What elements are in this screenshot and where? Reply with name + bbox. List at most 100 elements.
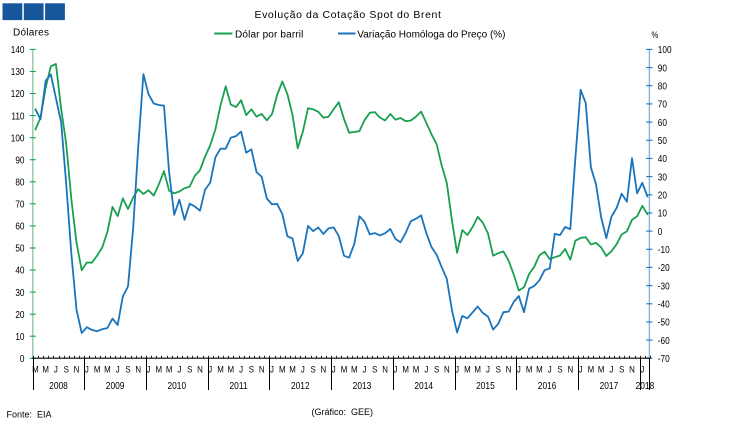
svg-text:J: J xyxy=(208,364,212,375)
svg-text:J: J xyxy=(54,364,58,375)
svg-text:S: S xyxy=(619,364,624,375)
svg-text:N: N xyxy=(629,364,635,375)
svg-text:J: J xyxy=(363,364,367,375)
svg-text:2015: 2015 xyxy=(476,380,495,391)
svg-text:S: S xyxy=(434,364,439,375)
svg-text:M: M xyxy=(289,364,296,375)
svg-text:M: M xyxy=(474,364,481,375)
svg-text:J: J xyxy=(609,364,613,375)
svg-text:70: 70 xyxy=(658,99,667,110)
svg-text:M: M xyxy=(217,364,224,375)
svg-text:-50: -50 xyxy=(658,317,670,328)
svg-text:N: N xyxy=(135,364,141,375)
svg-text:N: N xyxy=(259,364,265,375)
svg-text:30: 30 xyxy=(658,172,667,183)
svg-text:M: M xyxy=(464,364,471,375)
svg-text:-20: -20 xyxy=(658,262,670,273)
svg-text:M: M xyxy=(413,364,420,375)
svg-text:M: M xyxy=(279,364,286,375)
svg-text:2008: 2008 xyxy=(49,380,68,391)
svg-text:J: J xyxy=(548,364,552,375)
svg-text:M: M xyxy=(94,364,101,375)
svg-text:N: N xyxy=(444,364,450,375)
svg-text:2012: 2012 xyxy=(291,380,310,391)
svg-text:J: J xyxy=(147,364,151,375)
svg-text:60: 60 xyxy=(15,221,24,232)
svg-text:M: M xyxy=(526,364,533,375)
svg-text:N: N xyxy=(321,364,327,375)
svg-text:80: 80 xyxy=(658,81,667,92)
svg-text:100: 100 xyxy=(658,44,672,55)
svg-text:(Gráfico: GEE): (Gráfico: GEE) xyxy=(312,407,374,417)
svg-text:%: % xyxy=(652,29,659,40)
svg-text:S: S xyxy=(187,364,192,375)
svg-text:10: 10 xyxy=(15,331,24,342)
svg-text:J: J xyxy=(455,364,459,375)
svg-text:M: M xyxy=(42,364,49,375)
svg-text:M: M xyxy=(341,364,348,375)
svg-text:120: 120 xyxy=(11,89,25,100)
svg-text:S: S xyxy=(249,364,254,375)
svg-text:M: M xyxy=(536,364,543,375)
svg-text:2017: 2017 xyxy=(600,380,619,391)
svg-text:2010: 2010 xyxy=(167,380,186,391)
svg-text:N: N xyxy=(74,364,80,375)
svg-text:-10: -10 xyxy=(658,244,670,255)
svg-text:J: J xyxy=(393,364,397,375)
svg-text:N: N xyxy=(382,364,388,375)
svg-text:40: 40 xyxy=(15,265,24,276)
svg-text:30: 30 xyxy=(15,287,24,298)
svg-text:Evolução da Cotação Spot do Br: Evolução da Cotação Spot do Brent xyxy=(254,9,441,21)
svg-text:2009: 2009 xyxy=(106,380,125,391)
svg-text:40: 40 xyxy=(658,153,667,164)
svg-text:N: N xyxy=(197,364,203,375)
svg-text:M: M xyxy=(402,364,409,375)
svg-text:S: S xyxy=(64,364,69,375)
svg-text:N: N xyxy=(567,364,573,375)
svg-text:M: M xyxy=(156,364,163,375)
svg-text:S: S xyxy=(496,364,501,375)
svg-text:S: S xyxy=(310,364,315,375)
svg-text:N: N xyxy=(506,364,512,375)
svg-text:60: 60 xyxy=(658,117,667,128)
svg-text:0: 0 xyxy=(658,226,663,237)
svg-text:S: S xyxy=(125,364,130,375)
svg-text:S: S xyxy=(557,364,562,375)
svg-text:10: 10 xyxy=(658,208,667,219)
svg-text:130: 130 xyxy=(11,67,25,78)
svg-text:J: J xyxy=(301,364,305,375)
svg-text:20: 20 xyxy=(15,309,24,320)
svg-text:M: M xyxy=(598,364,605,375)
svg-text:90: 90 xyxy=(658,63,667,74)
svg-text:2018: 2018 xyxy=(636,380,655,391)
svg-text:140: 140 xyxy=(11,44,25,55)
svg-text:110: 110 xyxy=(11,111,24,122)
svg-text:Fonte: EIA: Fonte: EIA xyxy=(7,409,52,419)
svg-text:80: 80 xyxy=(15,177,24,188)
svg-text:2016: 2016 xyxy=(538,380,557,391)
svg-text:2011: 2011 xyxy=(229,380,247,391)
svg-text:M: M xyxy=(166,364,173,375)
svg-text:J: J xyxy=(270,364,274,375)
svg-text:90: 90 xyxy=(15,155,24,166)
svg-text:S: S xyxy=(372,364,377,375)
svg-text:M: M xyxy=(588,364,595,375)
svg-text:J: J xyxy=(486,364,490,375)
svg-text:70: 70 xyxy=(15,199,24,210)
svg-text:20: 20 xyxy=(658,190,667,201)
svg-text:2014: 2014 xyxy=(414,380,433,391)
svg-text:Variação Homóloga do Preço (%): Variação Homóloga do Preço (%) xyxy=(357,29,505,40)
svg-text:Dólares: Dólares xyxy=(13,28,49,39)
svg-text:-30: -30 xyxy=(658,281,670,292)
svg-text:2013: 2013 xyxy=(353,380,372,391)
svg-text:-40: -40 xyxy=(658,299,670,310)
svg-text:J: J xyxy=(177,364,181,375)
svg-text:M: M xyxy=(104,364,111,375)
svg-text:50: 50 xyxy=(15,243,24,254)
svg-text:J: J xyxy=(640,364,644,375)
svg-text:M: M xyxy=(351,364,358,375)
svg-text:J: J xyxy=(116,364,120,375)
svg-text:J: J xyxy=(239,364,243,375)
svg-text:0: 0 xyxy=(20,353,25,364)
svg-text:J: J xyxy=(424,364,428,375)
